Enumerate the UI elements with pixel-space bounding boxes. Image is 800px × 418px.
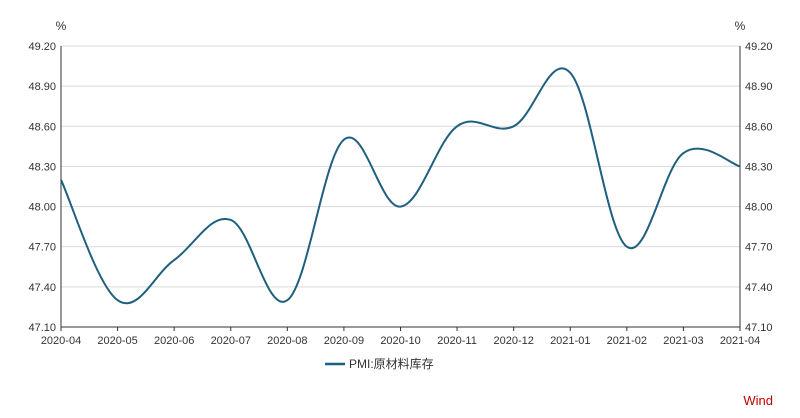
y-tick-right-47.40: 47.40	[745, 282, 773, 294]
y-tick-left-47.70: 47.70	[28, 242, 56, 254]
legend: PMI:原材料库存	[325, 356, 434, 371]
series-lines	[60, 67, 741, 305]
grid-lines	[61, 45, 740, 288]
x-tick-2020-09: 2020-09	[324, 335, 364, 347]
y-tick-right-48.00: 48.00	[745, 202, 773, 214]
x-tick-2020-05: 2020-05	[97, 335, 137, 347]
x-tick-2020-10: 2020-10	[380, 335, 420, 347]
axes	[60, 46, 741, 331]
y-tick-left-49.20: 49.20	[28, 41, 56, 53]
left-y-tick-labels: 47.10 47.40 47.70 48.00 48.30 48.60 48.90 49.20	[28, 41, 56, 334]
y-tick-right-48.90: 48.90	[745, 81, 773, 93]
x-tick-2020-06: 2020-06	[154, 335, 194, 347]
x-tick-2020-08: 2020-08	[267, 335, 307, 347]
right-y-tick-labels: 47.10 47.40 47.70 48.00 48.30 48.60 48.90 49.20	[745, 41, 773, 334]
legend-label-pmi: PMI:原材料库存	[349, 356, 434, 371]
y-tick-right-47.70: 47.70	[745, 242, 773, 254]
x-tick-2021-01: 2021-01	[550, 335, 590, 347]
y-tick-left-48.90: 48.90	[28, 81, 56, 93]
x-tick-2020-11: 2020-11	[437, 335, 477, 347]
x-tick-2021-02: 2021-02	[607, 335, 647, 347]
right-y-unit-label: %	[735, 19, 746, 33]
left-y-unit-label: %	[56, 19, 67, 33]
series-line-0	[60, 67, 741, 305]
y-tick-left-47.40: 47.40	[28, 282, 56, 294]
y-tick-right-48.30: 48.30	[745, 161, 773, 173]
x-tick-2020-04: 2020-04	[41, 335, 81, 347]
wind-watermark: Wind	[743, 393, 773, 408]
y-tick-right-48.60: 48.60	[745, 121, 773, 133]
y-tick-right-49.20: 49.20	[745, 41, 773, 53]
y-tick-left-47.10: 47.10	[28, 322, 56, 334]
y-tick-left-48.60: 48.60	[28, 121, 56, 133]
x-tick-2020-07: 2020-07	[211, 335, 251, 347]
x-tick-labels: 2020-04 2020-05 2020-06 2020-07 2020-08 2020-…	[41, 335, 760, 347]
x-tick-2021-04: 2021-04	[720, 335, 760, 347]
y-tick-left-48.00: 48.00	[28, 202, 56, 214]
x-tick-2021-03: 2021-03	[663, 335, 703, 347]
x-tick-2020-12: 2020-12	[493, 335, 533, 347]
y-tick-left-48.30: 48.30	[28, 161, 56, 173]
y-tick-right-47.10: 47.10	[745, 322, 773, 334]
